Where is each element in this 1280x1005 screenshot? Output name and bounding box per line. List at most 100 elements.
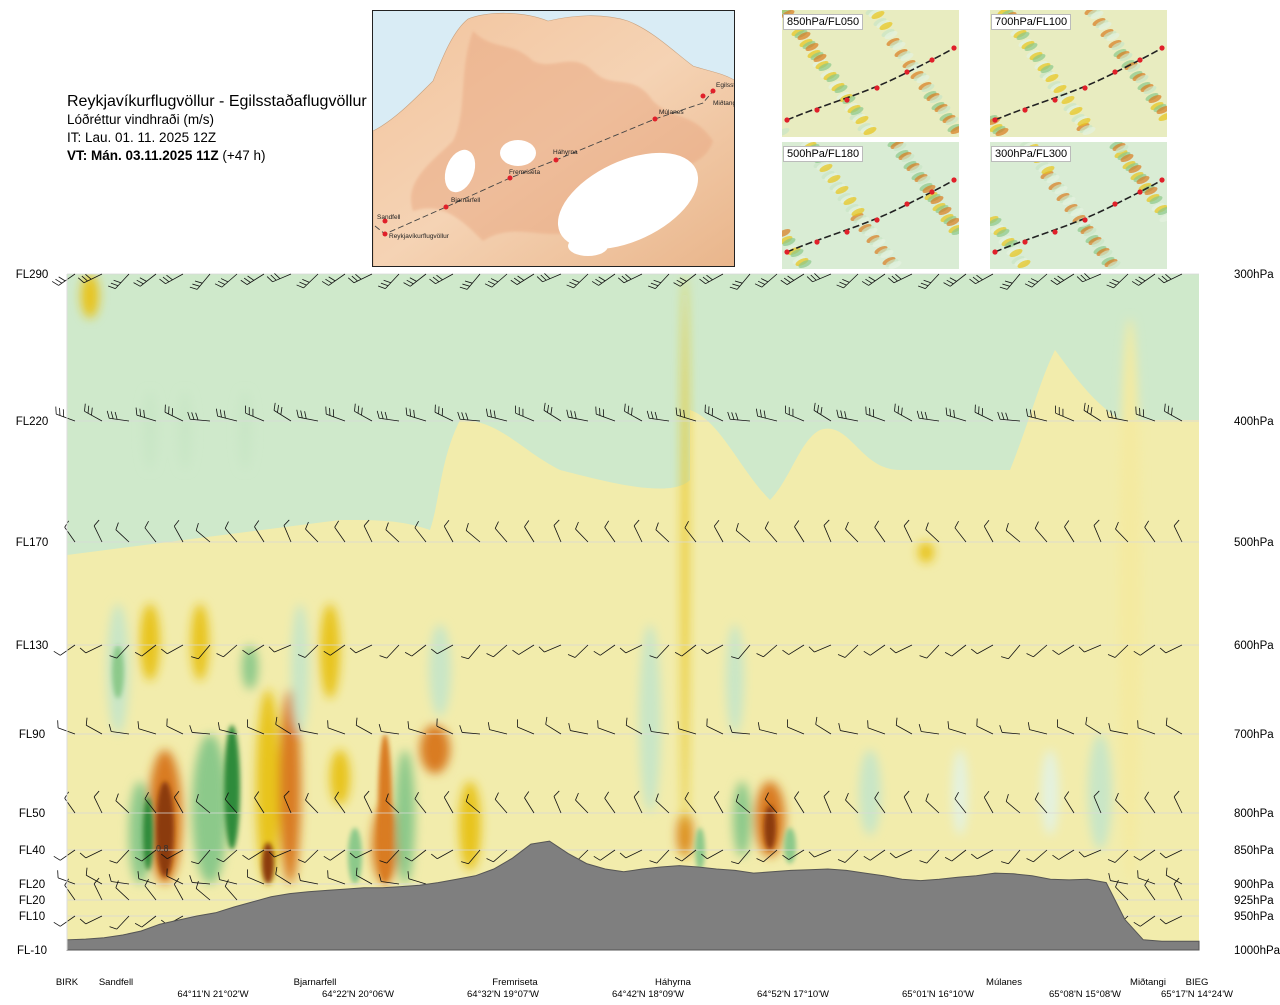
thumb-cell [881,28,895,38]
x-coord-label: 64°11'N 21°02'W [177,989,248,1000]
thumb-cell [820,69,834,79]
wind-barb [1026,849,1048,863]
wind-barb [443,790,454,814]
wind-barb [1137,870,1156,885]
thumb-cell [1095,19,1109,29]
thumb-cell [1088,236,1102,246]
thumbnail-700hpa[interactable]: 700hPa/FL100 [990,10,1167,137]
wind-barb [838,723,859,735]
valid-time: VT: Mán. 03.11.2025 11Z (+47 h) [67,147,367,165]
wind-barb [245,405,265,422]
thumb-cell [885,258,899,268]
wind-barb [465,794,481,814]
x-coord-label: 64°22'N 20°06'W [322,989,394,1000]
thumb-cell [1054,185,1068,195]
thumb-cell [886,37,900,47]
thumb-cell [1076,122,1090,132]
wind-barb [794,791,805,814]
wind-barb [216,644,238,658]
thumb-cell [926,92,940,102]
thumb-cell [819,163,833,173]
wind-barb [85,717,103,735]
wind-barb [729,273,751,290]
thumb-cell [868,10,882,18]
thumb-cell [856,216,870,226]
wind-barb [808,849,832,858]
thumb-cell [906,162,920,172]
thumb-cell [889,39,903,49]
wind-barb [189,273,211,290]
thumb-cell [1117,151,1131,161]
wind-barb [780,273,805,285]
wind-barb [735,523,751,543]
thumb-cell [880,249,894,259]
thumb-cell [917,175,931,185]
wind-barb [813,402,832,422]
thumb-cell [927,193,941,203]
thumb-cell [865,10,879,16]
thumb-cell [1070,207,1084,217]
wind-barb [273,402,292,422]
thumbnail-300hpa[interactable]: 300hPa/FL300 [990,142,1167,269]
thumb-station [1022,239,1028,245]
thumb-cell [905,61,919,71]
thumb-cell [1150,101,1164,111]
wind-barb [512,644,535,655]
wind-barb [925,793,940,814]
thumb-cell [914,173,928,183]
thumb-cell [826,73,840,83]
wind-barb [486,849,508,863]
wind-barb [595,406,616,422]
thumb-cell [1077,223,1091,233]
velocity-cell [143,391,157,470]
variable-label: Lóðréttur vindhraði (m/s) [67,112,215,127]
thumb-cell [945,116,959,126]
wind-barb [1115,521,1129,543]
valid-time-value: VT: Mán. 03.11.2025 11Z [67,148,219,163]
wind-barb [485,408,508,422]
x-coord-label: 65°01'N 16°10'W [902,989,974,1000]
wind-barb [189,725,211,735]
y-tick-label-left: FL90 [19,729,45,741]
velocity-cell [191,603,209,681]
wind-barb [195,794,211,814]
thumb-cell [1146,193,1160,203]
thumb-cell [1048,181,1062,191]
wind-barb [731,849,751,865]
wind-barb [430,644,454,655]
thumb-cell [1074,115,1088,125]
thumb-cell [995,127,1009,137]
wind-barb [785,405,805,422]
thumb-cell [1090,10,1104,20]
thumb-station [1022,107,1028,113]
wind-barb [625,717,643,735]
velocity-cell [859,749,881,836]
x-coord-label: 64°32'N 19°07'W [467,989,539,1000]
thumbnail-850hpa[interactable]: 850hPa/FL050 [782,10,959,137]
wind-barb [969,273,994,285]
thumb-bg [990,142,1167,269]
thumb-cell [1159,213,1167,223]
thumbnail-500hpa[interactable]: 500hPa/FL180 [782,142,959,269]
wind-barb [144,791,157,814]
wind-barb [247,869,265,885]
wind-barb [1165,867,1183,885]
thumb-cell [1101,256,1115,266]
wind-barb [1085,716,1102,735]
thumb-cell [860,124,874,134]
thumb-cell [1093,245,1107,255]
x-station-label: Múlanes [986,977,1022,988]
thumb-cell [1058,93,1072,103]
thumb-cell [1091,238,1105,248]
thumb-cell [807,49,821,59]
wind-barb [268,644,292,653]
y-tick-label-left: FL40 [19,845,45,857]
wind-barb [297,644,319,658]
thumb-cell [1122,160,1136,170]
thumb-cell [1100,28,1114,38]
thumb-cell [1042,71,1056,81]
wind-barb [974,404,994,422]
map-station-dot [553,157,559,163]
x-station-label: Miðtangi [1130,977,1166,988]
wind-barb [93,790,103,814]
